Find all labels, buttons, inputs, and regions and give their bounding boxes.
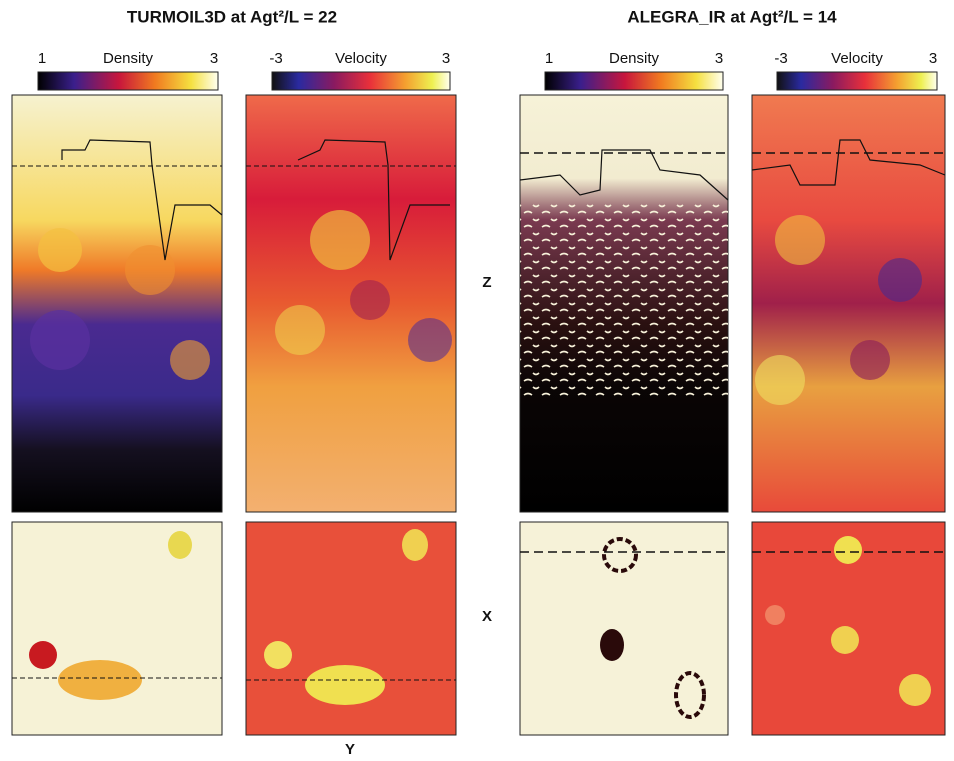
panel bbox=[519, 521, 729, 736]
colorbar-label: Velocity bbox=[335, 50, 387, 67]
colorbar-max: 3 bbox=[442, 50, 450, 67]
colorbar bbox=[271, 71, 451, 91]
panel bbox=[751, 94, 946, 513]
panel bbox=[751, 521, 946, 736]
panel bbox=[245, 94, 457, 513]
colorbar-label: Density bbox=[609, 50, 660, 67]
colorbar bbox=[37, 71, 219, 91]
colorbar-max: 3 bbox=[210, 50, 218, 67]
axis-label: Z bbox=[482, 274, 491, 291]
colorbar-max: 3 bbox=[715, 50, 723, 67]
panel bbox=[11, 521, 223, 736]
panel bbox=[245, 521, 457, 736]
colorbar-label: Density bbox=[103, 50, 154, 67]
colorbar-label: Velocity bbox=[831, 50, 883, 67]
group-title: ALEGRA_IR at Agt²/L = 14 bbox=[627, 7, 837, 26]
colorbar bbox=[544, 71, 724, 91]
colorbar-min: -3 bbox=[774, 50, 787, 67]
colorbar-min: 1 bbox=[38, 50, 46, 67]
axis-label: X bbox=[482, 608, 492, 625]
colorbar-min: -3 bbox=[269, 50, 282, 67]
group-title: TURMOIL3D at Agt²/L = 22 bbox=[127, 7, 337, 26]
colorbar-max: 3 bbox=[929, 50, 937, 67]
colorbar bbox=[776, 71, 938, 91]
colorbar-min: 1 bbox=[545, 50, 553, 67]
panel bbox=[519, 94, 729, 513]
axis-label: Y bbox=[345, 741, 355, 758]
panel bbox=[11, 94, 223, 513]
